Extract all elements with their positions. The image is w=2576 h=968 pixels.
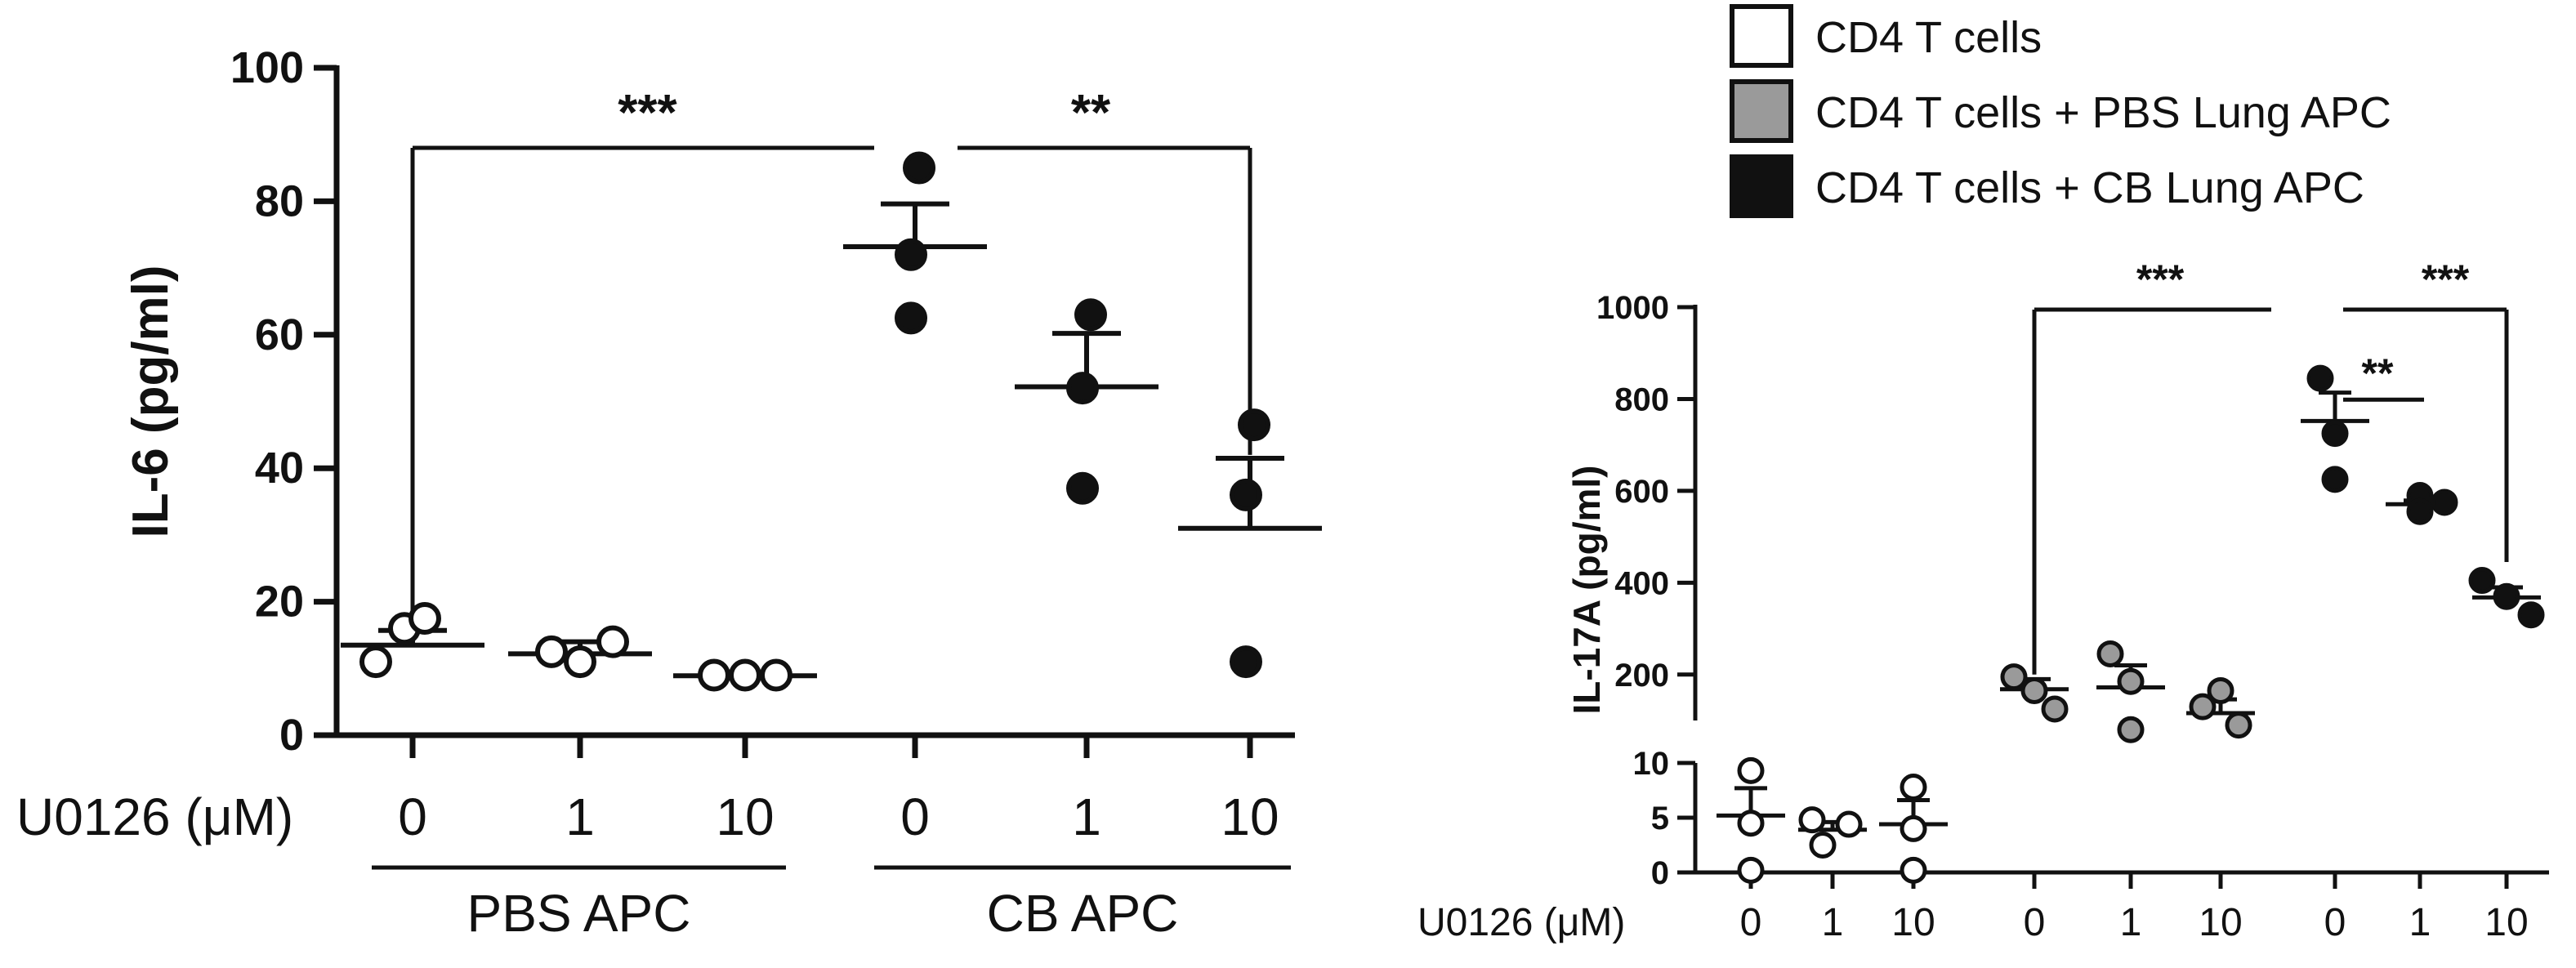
data-point [1066,372,1099,405]
data-point [1900,773,1927,801]
x-axis-title: U0126 (μM) [1417,901,1625,944]
data-point [1238,408,1270,442]
x-tick-label: 1 [1822,901,1844,944]
data-point [2189,693,2217,720]
y-tick-label: 800 [1614,381,1669,417]
y-axis-label: IL-6 (pg/ml) [123,265,179,538]
y-tick-label: 0 [1651,855,1669,891]
x-tick-label: 1 [2120,901,2142,944]
data-point [2321,466,2349,493]
y-tick-label: 5 [1651,801,1669,836]
data-point [2468,567,2496,595]
data-point [2117,716,2145,743]
data-point [895,301,927,335]
data-point [1900,856,1927,884]
data-point [2096,640,2124,667]
group-label: PBS APC [467,884,691,943]
x-tick-label: 10 [716,787,774,846]
data-point [1230,478,1262,511]
data-point [2000,663,2028,691]
data-point [359,645,392,679]
data-point [1809,832,1837,859]
data-point [1066,471,1099,505]
y-tick-label: 600 [1614,474,1669,510]
data-point [1737,810,1765,837]
significance-label: *** [618,85,677,141]
significance-label: *** [2136,256,2185,302]
data-point [1737,756,1765,784]
data-point [1900,814,1927,842]
data-point [1737,856,1765,884]
x-tick-label: 0 [2324,901,2346,944]
data-point [2225,712,2252,739]
data-point [698,658,730,692]
data-point [1074,298,1107,332]
y-axis-label: IL-17A (pg/ml) [1565,466,1608,715]
x-tick-label: 0 [2024,901,2046,944]
legend-label: CD4 T cells + CB Lung APC [1815,163,2364,212]
x-axis-title: U0126 (μM) [16,787,293,846]
x-tick-label: 1 [1072,787,1101,846]
data-point [408,602,441,636]
data-point [2431,488,2458,516]
x-tick-label: 1 [2409,901,2431,944]
x-tick-label: 1 [565,787,595,846]
y-tick-label: 100 [230,43,304,92]
data-point [895,238,927,271]
data-point [1835,810,1863,838]
data-point [2041,695,2069,723]
legend-label: CD4 T cells + PBS Lung APC [1815,88,2391,137]
legend-swatch [1730,4,1793,68]
data-point [596,625,629,658]
data-point [2207,676,2234,704]
significance-label: ** [1071,85,1111,141]
y-tick-label: 10 [1633,746,1670,782]
x-tick-label: 10 [1891,901,1935,944]
data-point [760,658,792,692]
data-point [2321,420,2349,448]
x-tick-label: 0 [1740,901,1762,944]
x-tick-label: 10 [2199,901,2242,944]
y-tick-label: 200 [1614,658,1669,694]
y-tick-label: 80 [255,176,304,225]
x-tick-label: 0 [398,787,427,846]
x-tick-label: 0 [900,787,930,846]
y-tick-label: 0 [279,711,304,760]
significance-label: ** [2362,350,2394,396]
data-point [1798,806,1826,834]
y-tick-label: 1000 [1596,290,1669,326]
legend: CD4 T cells CD4 T cells + PBS Lung APC CD4… [1730,4,2391,218]
data-point [2306,364,2334,392]
data-point [2493,582,2520,610]
data-point [729,658,761,692]
y-tick-label: 40 [255,444,304,493]
data-point [903,151,935,185]
y-tick-label: 60 [255,310,304,359]
data-point [1230,645,1262,679]
data-point [2117,667,2145,695]
y-tick-label: 400 [1614,565,1669,601]
x-tick-label: 10 [2484,901,2528,944]
legend-swatch [1730,154,1793,218]
data-point [564,645,596,679]
legend-swatch [1730,79,1793,143]
data-point [2517,601,2545,629]
group-label: CB APC [987,884,1179,943]
data-point [2020,676,2048,704]
y-tick-label: 20 [255,578,304,627]
x-tick-label: 10 [1221,787,1279,846]
data-point [535,635,568,668]
data-point [2406,497,2434,525]
legend-label: CD4 T cells [1815,13,2042,62]
significance-label: *** [2422,256,2470,302]
